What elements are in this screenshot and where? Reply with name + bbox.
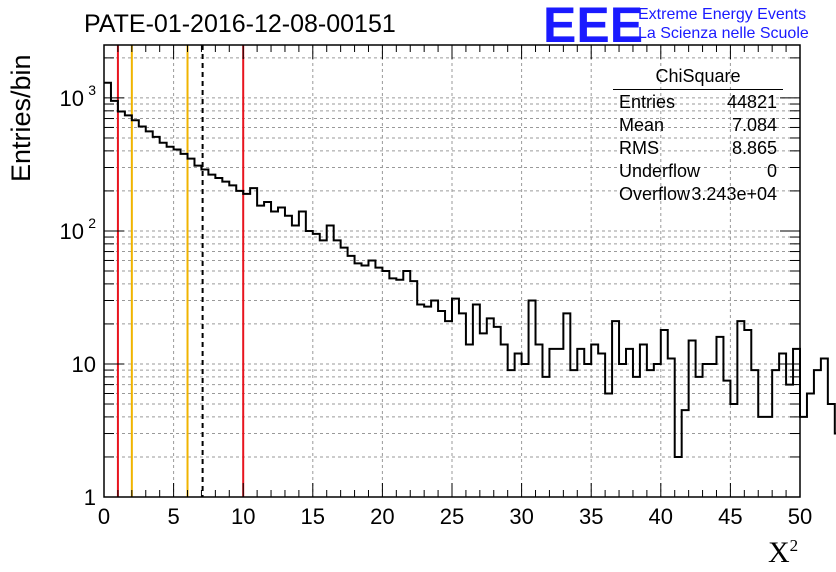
x-tick-label: 40: [649, 504, 673, 529]
stats-label: Entries: [619, 92, 676, 112]
stats-row-entries: Entries 44821: [619, 92, 777, 114]
stats-row-overflow: Overflow 3.243e+04: [619, 184, 777, 206]
stats-box: ChiSquare Entries 44821 Mean 7.084 RMS 8…: [613, 65, 783, 215]
stats-row-underflow: Underflow 0: [619, 161, 777, 183]
stats-label: RMS: [619, 138, 659, 158]
x-tick-label: 45: [718, 504, 742, 529]
y-tick-exponent: 3: [88, 82, 96, 98]
y-tick-label: 10: [60, 219, 84, 244]
x-tick-label: 15: [301, 504, 325, 529]
stats-divider: [613, 89, 783, 90]
y-tick-exponent: 2: [88, 215, 96, 231]
stats-row-rms: RMS 8.865: [619, 138, 777, 160]
stats-value: 3.243e+04: [691, 184, 777, 204]
logo-tagline-2: La Scienza nelle Scuole: [638, 25, 809, 42]
x-tick-label: 25: [440, 504, 464, 529]
stats-title: ChiSquare: [655, 66, 741, 86]
x-tick-label: 10: [231, 504, 255, 529]
stats-value: 8.865: [731, 138, 777, 158]
stats-value: 7.084: [731, 115, 777, 135]
stats-label: Overflow: [619, 184, 691, 204]
x-tick-label: 20: [370, 504, 394, 529]
logo-mark: EEE: [543, 0, 644, 53]
x-tick-label: 0: [98, 504, 110, 529]
x-axis-label: X2: [768, 536, 799, 569]
stats-label: Underflow: [619, 161, 701, 181]
x-tick-label: 5: [167, 504, 179, 529]
histogram-series: [104, 81, 836, 458]
stats-row-mean: Mean 7.084: [619, 115, 777, 137]
x-tick-label: 50: [788, 504, 812, 529]
y-tick-label: 1: [84, 485, 96, 510]
chart-title: PATE-01-2016-12-08-00151: [84, 10, 396, 38]
logo-tagline-1: Extreme Energy Events: [638, 6, 807, 23]
x-tick-label: 35: [579, 504, 603, 529]
y-tick-label: 10: [60, 86, 84, 111]
grid: [104, 45, 800, 497]
axis-ticks: [103, 45, 801, 498]
y-tick-label: 10: [72, 352, 96, 377]
stats-label: Mean: [619, 115, 665, 135]
stats-value: 44821: [726, 92, 777, 112]
x-tick-label: 30: [509, 504, 533, 529]
stats-value: 0: [766, 161, 777, 181]
eee-logo: EEE Extreme Energy Events La Scienza nel…: [543, 0, 833, 53]
